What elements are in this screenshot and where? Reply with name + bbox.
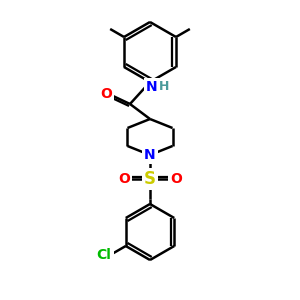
Text: O: O	[118, 172, 130, 186]
Text: H: H	[159, 80, 169, 94]
Text: O: O	[170, 172, 182, 186]
Text: O: O	[100, 87, 112, 101]
Text: N: N	[146, 80, 158, 94]
Text: Cl: Cl	[97, 248, 112, 262]
Text: S: S	[144, 170, 156, 188]
Text: N: N	[144, 148, 156, 162]
